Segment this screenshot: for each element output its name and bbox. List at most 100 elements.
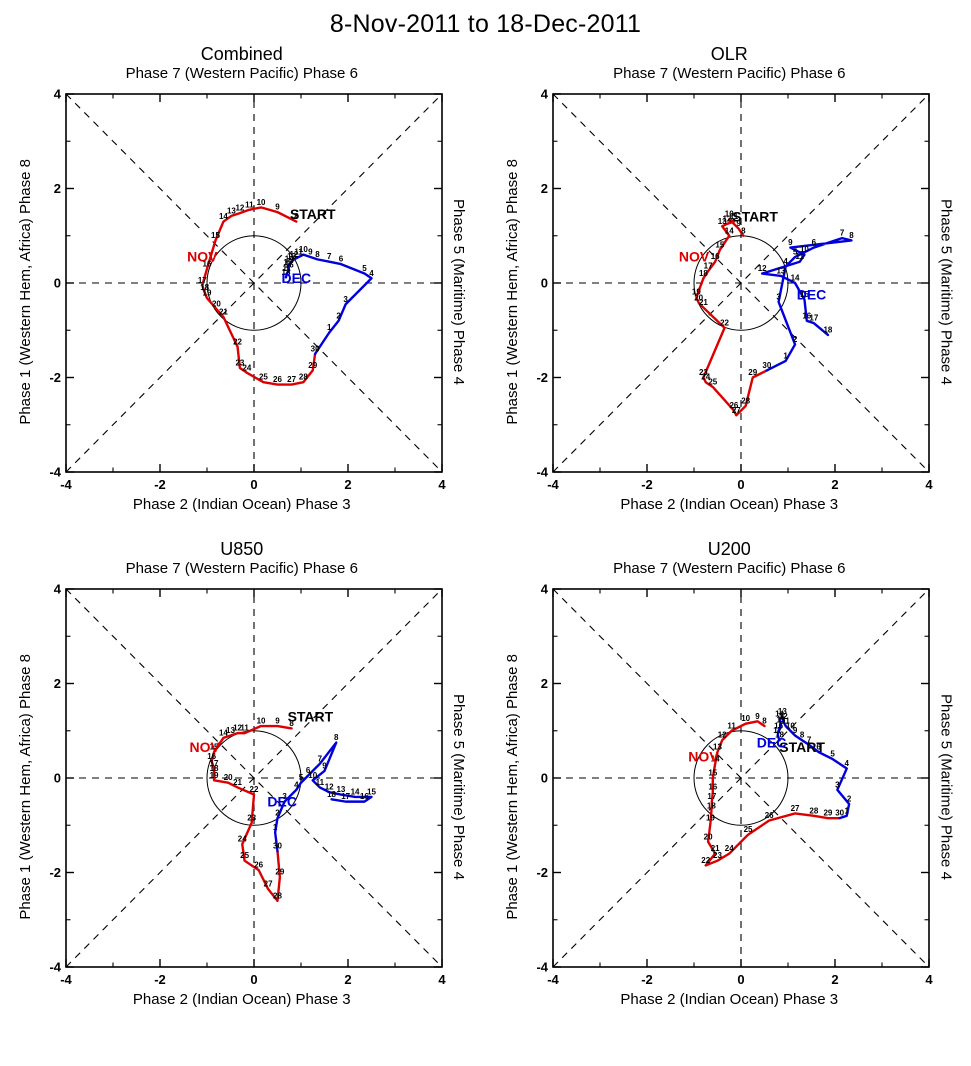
svg-text:15: 15 <box>709 769 718 778</box>
svg-text:2: 2 <box>541 181 548 196</box>
svg-text:0: 0 <box>541 771 548 786</box>
panel-title: OLR <box>710 44 748 64</box>
svg-text:4: 4 <box>541 582 549 597</box>
svg-text:8: 8 <box>294 212 299 221</box>
svg-text:6: 6 <box>338 255 343 264</box>
svg-text:23: 23 <box>699 368 708 377</box>
svg-text:6: 6 <box>306 766 311 775</box>
axis-bottom-label: Phase 2 (Indian Ocean) Phase 3 <box>620 496 839 513</box>
svg-text:10: 10 <box>256 198 265 207</box>
axis-right-label: Phase 5 (Maritime) Phase 4 <box>937 199 955 385</box>
svg-text:25: 25 <box>240 851 249 860</box>
svg-text:17: 17 <box>704 262 713 271</box>
svg-text:13: 13 <box>226 726 235 735</box>
svg-text:2: 2 <box>793 335 798 344</box>
svg-text:6: 6 <box>817 743 822 752</box>
svg-text:16: 16 <box>207 752 216 761</box>
svg-text:10: 10 <box>299 245 308 254</box>
svg-text:0: 0 <box>250 972 257 987</box>
svg-text:START: START <box>780 739 826 755</box>
svg-text:21: 21 <box>233 778 242 787</box>
svg-text:14: 14 <box>725 226 734 235</box>
svg-text:2: 2 <box>344 972 351 987</box>
svg-text:11: 11 <box>294 248 303 257</box>
svg-text:23: 23 <box>235 359 244 368</box>
svg-text:20: 20 <box>212 299 221 308</box>
svg-text:13: 13 <box>713 743 722 752</box>
svg-text:29: 29 <box>308 361 317 370</box>
svg-text:8: 8 <box>741 226 746 235</box>
svg-text:9: 9 <box>793 726 798 735</box>
svg-text:27: 27 <box>263 880 272 889</box>
svg-text:-2: -2 <box>537 865 549 880</box>
svg-text:2: 2 <box>832 972 839 987</box>
svg-text:-2: -2 <box>537 370 549 385</box>
svg-text:9: 9 <box>755 712 760 721</box>
svg-text:10: 10 <box>741 714 750 723</box>
svg-text:28: 28 <box>299 373 308 382</box>
plot-row: Phase 1 (Western Hem, Africa) Phase 8 -4… <box>17 84 467 500</box>
svg-text:14: 14 <box>219 728 228 737</box>
svg-text:16: 16 <box>803 311 812 320</box>
svg-text:10: 10 <box>786 721 795 730</box>
svg-text:2: 2 <box>54 181 61 196</box>
axis-left-label: Phase 1 (Western Hem, Africa) Phase 8 <box>16 159 34 425</box>
svg-text:1: 1 <box>845 806 850 815</box>
svg-text:9: 9 <box>737 219 742 228</box>
svg-text:15: 15 <box>777 716 786 725</box>
svg-text:17: 17 <box>810 314 819 323</box>
svg-text:18: 18 <box>281 268 290 277</box>
svg-text:24: 24 <box>702 373 711 382</box>
svg-text:18: 18 <box>775 731 784 740</box>
svg-text:-4: -4 <box>49 465 61 480</box>
svg-text:-2: -2 <box>154 972 166 987</box>
svg-text:11: 11 <box>315 778 324 787</box>
svg-text:20: 20 <box>223 773 232 782</box>
svg-text:26: 26 <box>730 401 739 410</box>
svg-text:26: 26 <box>765 811 774 820</box>
svg-text:14: 14 <box>285 255 294 264</box>
svg-text:4: 4 <box>438 477 446 492</box>
svg-text:3: 3 <box>282 792 287 801</box>
svg-text:NOV: NOV <box>688 748 719 764</box>
svg-text:15: 15 <box>283 258 292 267</box>
svg-text:5: 5 <box>362 264 367 273</box>
svg-text:-4: -4 <box>60 972 72 987</box>
svg-text:22: 22 <box>249 785 258 794</box>
panel-combined: Combined Phase 7 (Western Pacific) Phase… <box>17 43 467 514</box>
svg-text:7: 7 <box>317 754 322 763</box>
panel-title: Combined <box>200 44 283 64</box>
svg-text:13: 13 <box>336 785 345 794</box>
panel-u850: U850 Phase 7 (Western Pacific) Phase 6 P… <box>17 538 467 1009</box>
svg-text:-4: -4 <box>547 477 559 492</box>
svg-text:17: 17 <box>282 264 291 273</box>
svg-text:10: 10 <box>800 245 809 254</box>
panel-u200: U200 Phase 7 (Western Pacific) Phase 6 P… <box>504 538 954 1009</box>
svg-text:27: 27 <box>732 406 741 415</box>
svg-text:4: 4 <box>438 972 446 987</box>
svg-text:-2: -2 <box>641 477 653 492</box>
svg-text:22: 22 <box>233 337 242 346</box>
svg-text:13: 13 <box>718 217 727 226</box>
svg-text:18: 18 <box>707 802 716 811</box>
svg-text:30: 30 <box>835 809 844 818</box>
mjo-phase-figure: 8-Nov-2011 to 18-Dec-2011 Combined Phase… <box>0 10 971 1009</box>
svg-text:14: 14 <box>711 754 720 763</box>
svg-text:-4: -4 <box>537 960 549 975</box>
svg-text:26: 26 <box>273 375 282 384</box>
plot-row: Phase 1 (Western Hem, Africa) Phase 8 -4… <box>17 579 467 995</box>
svg-text:28: 28 <box>741 396 750 405</box>
svg-text:24: 24 <box>725 844 734 853</box>
svg-text:DEC: DEC <box>797 287 827 303</box>
axis-right-label: Phase 5 (Maritime) Phase 4 <box>449 199 467 385</box>
svg-text:17: 17 <box>198 276 207 285</box>
svg-text:DEC: DEC <box>267 793 297 809</box>
svg-text:26: 26 <box>254 861 263 870</box>
svg-text:5: 5 <box>299 773 304 782</box>
svg-text:4: 4 <box>54 87 62 102</box>
axis-left-label: Phase 1 (Western Hem, Africa) Phase 8 <box>504 159 522 425</box>
svg-text:5: 5 <box>831 750 836 759</box>
svg-text:8: 8 <box>800 731 805 740</box>
svg-text:1: 1 <box>784 351 789 360</box>
svg-text:12: 12 <box>233 724 242 733</box>
